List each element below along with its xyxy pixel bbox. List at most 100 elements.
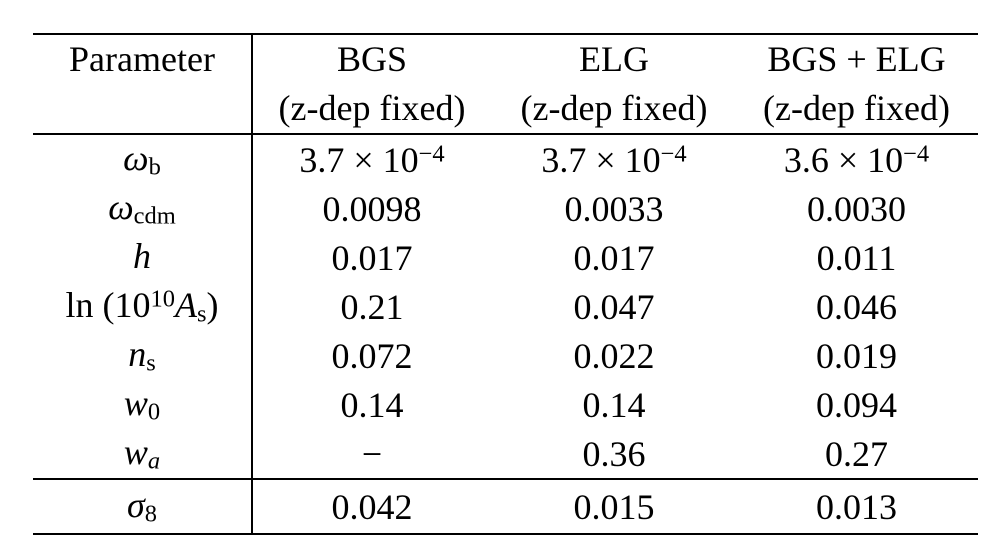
param-cell: σ8 (33, 484, 251, 528)
param-symbol: n (128, 334, 147, 375)
value-main: 0.022 (573, 335, 655, 376)
param-cell: ns (33, 333, 251, 377)
value-cell: 0.011 (735, 237, 978, 279)
column-note: (z-dep fixed) (278, 88, 466, 128)
param-prefix: ln (10 (65, 285, 151, 326)
value-main: 0.047 (573, 286, 655, 327)
value-cell: 0.013 (735, 486, 978, 528)
parameter-constraints-table: Parameter BGS (z-dep fixed) ELG (z-dep f… (33, 33, 978, 535)
value-main: 0.013 (816, 486, 897, 527)
value-cell: 0.017 (251, 237, 493, 279)
value-cell: 0.27 (735, 433, 978, 475)
value-cell: 3.7 × 10−4 (251, 139, 493, 181)
param-cell: h (33, 235, 251, 279)
header-col-bgs: BGS (z-dep fixed) (251, 35, 493, 133)
value-cell: 0.042 (251, 486, 493, 528)
value-main: 0.042 (331, 486, 413, 527)
header-parameter-label: Parameter (69, 39, 215, 79)
value-main: 0.0033 (564, 188, 664, 229)
value-main: 0.094 (816, 384, 897, 425)
param-cell: wa (33, 431, 251, 475)
param-symbol: w (123, 383, 148, 424)
value-main: 0.017 (573, 237, 655, 278)
param-subscript: cdm (133, 202, 176, 230)
table-row-w0: w0 0.14 0.14 0.094 (33, 380, 978, 429)
param-symbol: σ (127, 485, 145, 526)
value-cell: 0.046 (735, 286, 978, 328)
value-cell: 0.0030 (735, 188, 978, 230)
value-cell: 0.019 (735, 335, 978, 377)
value-cell: 0.14 (493, 384, 735, 426)
param-subscript-italic: a (147, 447, 161, 475)
table-header: Parameter BGS (z-dep fixed) ELG (z-dep f… (33, 35, 978, 135)
value-main: 0.21 (340, 286, 404, 327)
column-title: ELG (579, 39, 649, 79)
param-cell: ωcdm (33, 186, 251, 230)
value-cell: 0.0033 (493, 188, 735, 230)
table-row-omega-cdm: ωcdm 0.0098 0.0033 0.0030 (33, 184, 978, 233)
column-divider-rule (251, 35, 253, 533)
value-cell: 3.6 × 10−4 (735, 139, 978, 181)
value-main: 3.7 × 10 (541, 139, 661, 180)
param-symbol: A (174, 285, 197, 326)
param-cell: ωb (33, 137, 251, 181)
param-symbol: h (133, 236, 151, 277)
value-main: 0.046 (816, 286, 897, 327)
value-cell: 0.022 (493, 335, 735, 377)
value-cell: 3.7 × 10−4 (493, 139, 735, 181)
value-exponent: −4 (418, 140, 445, 168)
value-cell: 0.14 (251, 384, 493, 426)
value-exponent: −4 (903, 140, 930, 168)
param-symbol: w (123, 432, 148, 473)
header-col-bgs-elg: BGS + ELG (z-dep fixed) (735, 35, 978, 133)
value-cell: 0.015 (493, 486, 735, 528)
param-cell: ln (1010As) (33, 284, 251, 328)
value-main: 3.6 × 10 (783, 139, 904, 180)
value-cell: 0.21 (251, 286, 493, 328)
table-body: ωb 3.7 × 10−4 3.7 × 10−4 3.6 × 10−4 ωcdm… (33, 135, 978, 478)
param-subscript: 8 (144, 500, 157, 528)
value-main: 0.015 (573, 486, 655, 527)
table-footer: σ8 0.042 0.015 0.013 (33, 478, 978, 533)
param-symbol: ω (108, 187, 134, 228)
table-row-h: h 0.017 0.017 0.011 (33, 233, 978, 282)
value-main: 0.14 (582, 384, 646, 425)
value-exponent: −4 (660, 140, 687, 168)
table-row-ns: ns 0.072 0.022 0.019 (33, 331, 978, 380)
value-main: 0.072 (331, 335, 413, 376)
param-subscript: 0 (147, 398, 161, 426)
table-row-sigma8: σ8 0.042 0.015 0.013 (33, 480, 978, 533)
param-subscript: b (148, 153, 161, 181)
column-note: (z-dep fixed) (763, 88, 950, 128)
value-main: 0.14 (340, 384, 404, 425)
param-suffix: ) (206, 285, 219, 326)
column-title: BGS (336, 39, 408, 79)
table-row-omega-b: ωb 3.7 × 10−4 3.7 × 10−4 3.6 × 10−4 (33, 135, 978, 184)
value-main: 0.017 (331, 237, 413, 278)
value-cell: 0.0098 (251, 188, 493, 230)
table-row-wa: wa − 0.36 0.27 (33, 429, 978, 478)
value-cell: 0.017 (493, 237, 735, 279)
column-note: (z-dep fixed) (520, 88, 708, 128)
param-prefix-superscript: 10 (150, 286, 175, 314)
value-main: 3.7 × 10 (299, 139, 419, 180)
param-symbol: ω (123, 138, 149, 179)
value-main: 0.27 (825, 433, 888, 474)
header-col-elg: ELG (z-dep fixed) (493, 35, 735, 133)
value-cell: 0.36 (493, 433, 735, 475)
table-row-ln-as: ln (1010As) 0.21 0.047 0.046 (33, 282, 978, 331)
value-cell: 0.047 (493, 286, 735, 328)
value-main: 0.36 (582, 433, 646, 474)
header-parameter: Parameter (33, 35, 251, 133)
value-main: 0.0098 (322, 188, 422, 229)
value-cell: 0.072 (251, 335, 493, 377)
param-cell: w0 (33, 382, 251, 426)
value-cell: 0.094 (735, 384, 978, 426)
param-subscript: s (146, 349, 156, 377)
value-main: 0.019 (816, 335, 897, 376)
value-main: 0.0030 (807, 188, 906, 229)
value-main: 0.011 (816, 237, 897, 278)
param-subscript: s (196, 300, 207, 328)
value-cell: − (251, 433, 493, 475)
